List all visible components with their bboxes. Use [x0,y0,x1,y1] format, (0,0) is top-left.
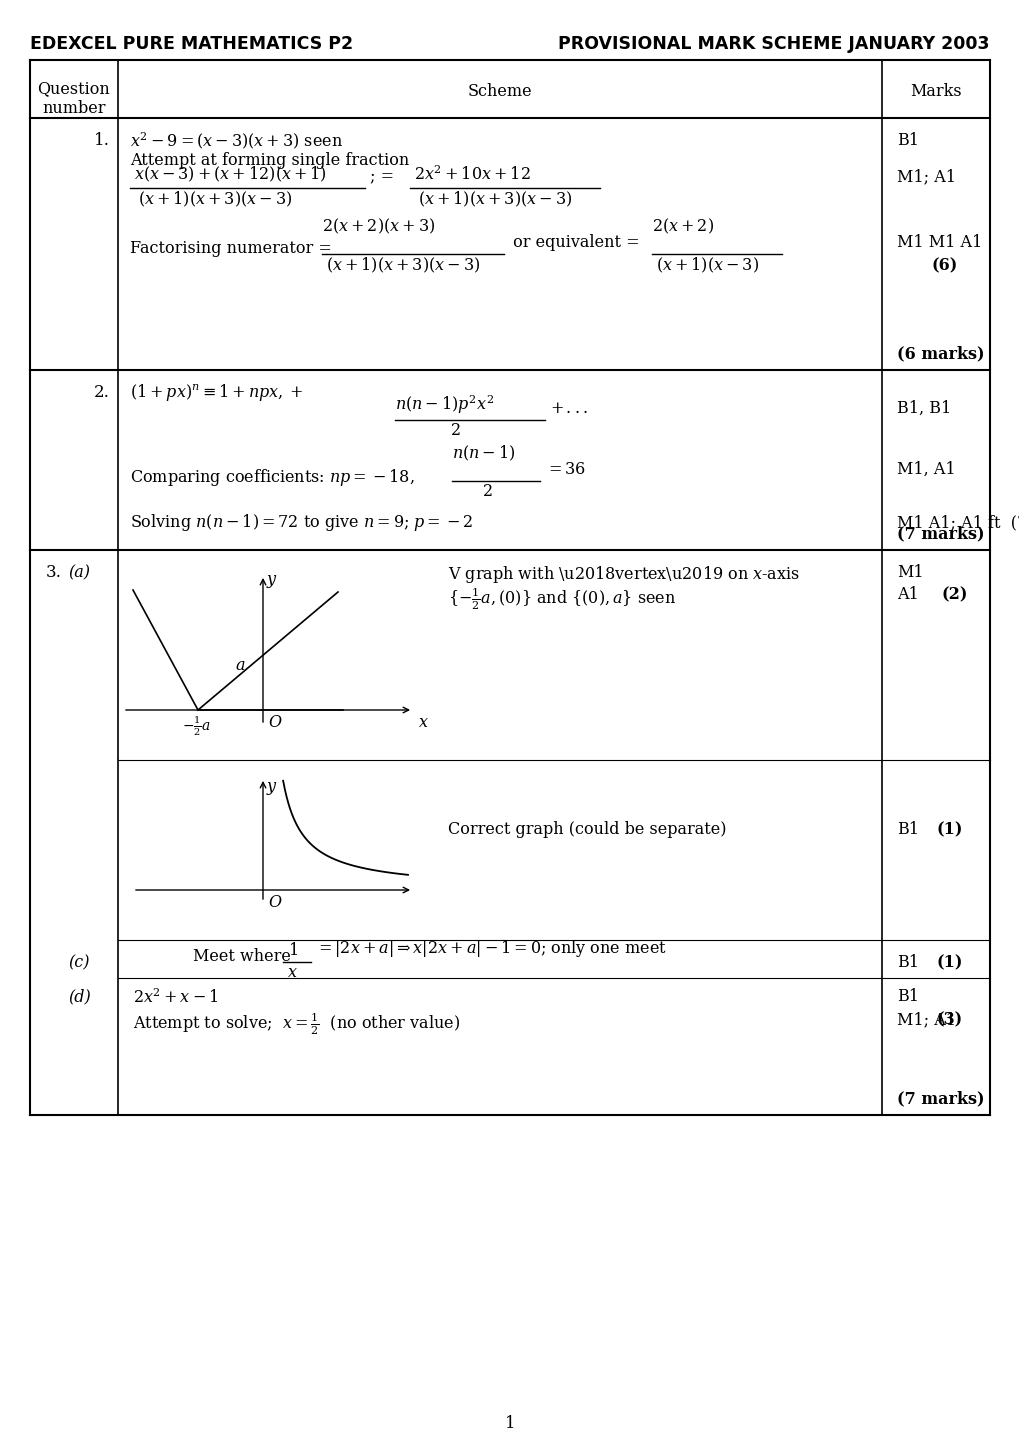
Text: (1): (1) [936,954,962,971]
Text: PROVISIONAL MARK SCHEME JANUARY 2003: PROVISIONAL MARK SCHEME JANUARY 2003 [558,35,989,53]
Text: Attempt at forming single fraction: Attempt at forming single fraction [129,152,409,169]
Text: 2.: 2. [94,384,110,401]
Text: $a$: $a$ [234,657,245,674]
Text: M1 M1 A1: M1 M1 A1 [896,234,981,251]
Text: $= |2x+a| \Rightarrow x|2x+a|-1=0$; only one meet: $= |2x+a| \Rightarrow x|2x+a|-1=0$; only… [315,938,666,960]
Text: Attempt to solve;  $x=\frac{1}{2}$  (no other value): Attempt to solve; $x=\frac{1}{2}$ (no ot… [132,1012,460,1038]
Text: A1: A1 [896,586,918,603]
Text: (a): (a) [68,564,90,582]
Text: (c): (c) [68,954,90,971]
Text: $=36$: $=36$ [544,460,585,478]
Text: or equivalent =: or equivalent = [507,234,639,251]
Text: $(x+1)(x+3)(x-3)$: $(x+1)(x+3)(x-3)$ [418,190,572,209]
Text: Factorising numerator =: Factorising numerator = [129,240,331,257]
Text: $(x+1)(x+3)(x-3)$: $(x+1)(x+3)(x-3)$ [326,255,480,276]
Text: Comparing coefficients: $np=-18,$: Comparing coefficients: $np=-18,$ [129,468,414,488]
Text: ; =: ; = [370,167,393,185]
Text: $2$: $2$ [449,421,460,439]
Text: $\{-\frac{1}{2}a, (0)\}$ and $\{(0), a\}$ seen: $\{-\frac{1}{2}a, (0)\}$ and $\{(0), a\}… [447,586,676,612]
Text: $n(n-1)p^2x^2$: $n(n-1)p^2x^2$ [394,394,493,416]
Text: Scheme: Scheme [468,84,532,100]
Text: Solving $n(n-1)=72$ to give $n=9$; $p=-2$: Solving $n(n-1)=72$ to give $n=9$; $p=-2… [129,512,473,532]
Text: (6): (6) [931,257,957,274]
Text: $x^2-9=(x-3)(x+3)$ seen: $x^2-9=(x-3)(x+3)$ seen [129,130,342,152]
Text: (1): (1) [936,821,962,838]
Text: M1, A1: M1, A1 [896,460,955,478]
Text: $(1+px)^n \equiv 1+npx, +$: $(1+px)^n \equiv 1+npx, +$ [129,382,303,403]
Text: B1, B1: B1, B1 [896,400,951,417]
Text: $1$: $1$ [287,942,298,960]
Text: Marks: Marks [909,84,961,100]
Text: B1: B1 [896,954,918,971]
Text: 3.: 3. [46,564,62,582]
Text: $O$: $O$ [268,895,282,911]
Text: $y$: $y$ [266,573,277,590]
Text: 1: 1 [504,1416,515,1431]
Text: $2x^2+x-1$: $2x^2+x-1$ [132,988,218,1007]
Text: M1; A1: M1; A1 [896,167,955,185]
Text: $2(x+2)$: $2(x+2)$ [651,216,713,237]
Text: EDEXCEL PURE MATHEMATICS P2: EDEXCEL PURE MATHEMATICS P2 [30,35,353,53]
Text: $y$: $y$ [266,781,277,797]
Text: 1.: 1. [94,131,110,149]
Text: (2): (2) [942,586,967,603]
Text: (7 marks): (7 marks) [896,1089,983,1107]
Text: B1: B1 [896,131,918,149]
Text: M1; A1: M1; A1 [896,1012,955,1027]
Text: Correct graph (could be separate): Correct graph (could be separate) [447,821,726,838]
Text: $x$: $x$ [286,964,298,981]
Text: $x(x-3)+(x+12)(x+1)$: $x(x-3)+(x+12)(x+1)$ [133,165,327,185]
Text: V graph with \u2018vertex\u2019 on $x$-axis: V graph with \u2018vertex\u2019 on $x$-a… [447,564,799,584]
Text: $x$: $x$ [418,714,428,732]
Text: $n(n-1)$: $n(n-1)$ [451,444,515,463]
Text: B1: B1 [896,821,918,838]
Text: $2$: $2$ [482,483,492,501]
Text: $(x+1)(x+3)(x-3)$: $(x+1)(x+3)(x-3)$ [138,190,292,209]
Text: Meet where: Meet where [193,948,290,965]
Text: $2x^2+10x+12$: $2x^2+10x+12$ [414,166,530,185]
Text: $(x+1)(x-3)$: $(x+1)(x-3)$ [655,255,758,276]
Text: $-\frac{1}{2}a$: $-\frac{1}{2}a$ [181,714,210,737]
Text: (7 marks): (7 marks) [896,525,983,543]
Text: M1: M1 [896,564,923,582]
Text: $2(x+2)(x+3)$: $2(x+2)(x+3)$ [322,216,435,237]
Text: $+\,...$: $+\,...$ [549,400,587,417]
Text: $O$: $O$ [268,714,282,732]
Text: (3): (3) [936,1012,962,1027]
Text: (6 marks): (6 marks) [896,345,983,362]
Text: B1: B1 [896,988,918,1004]
Text: (d): (d) [68,988,91,1004]
Text: M1 A1; A1 ft  (7): M1 A1; A1 ft (7) [896,514,1019,531]
Text: Question
number: Question number [38,79,110,117]
